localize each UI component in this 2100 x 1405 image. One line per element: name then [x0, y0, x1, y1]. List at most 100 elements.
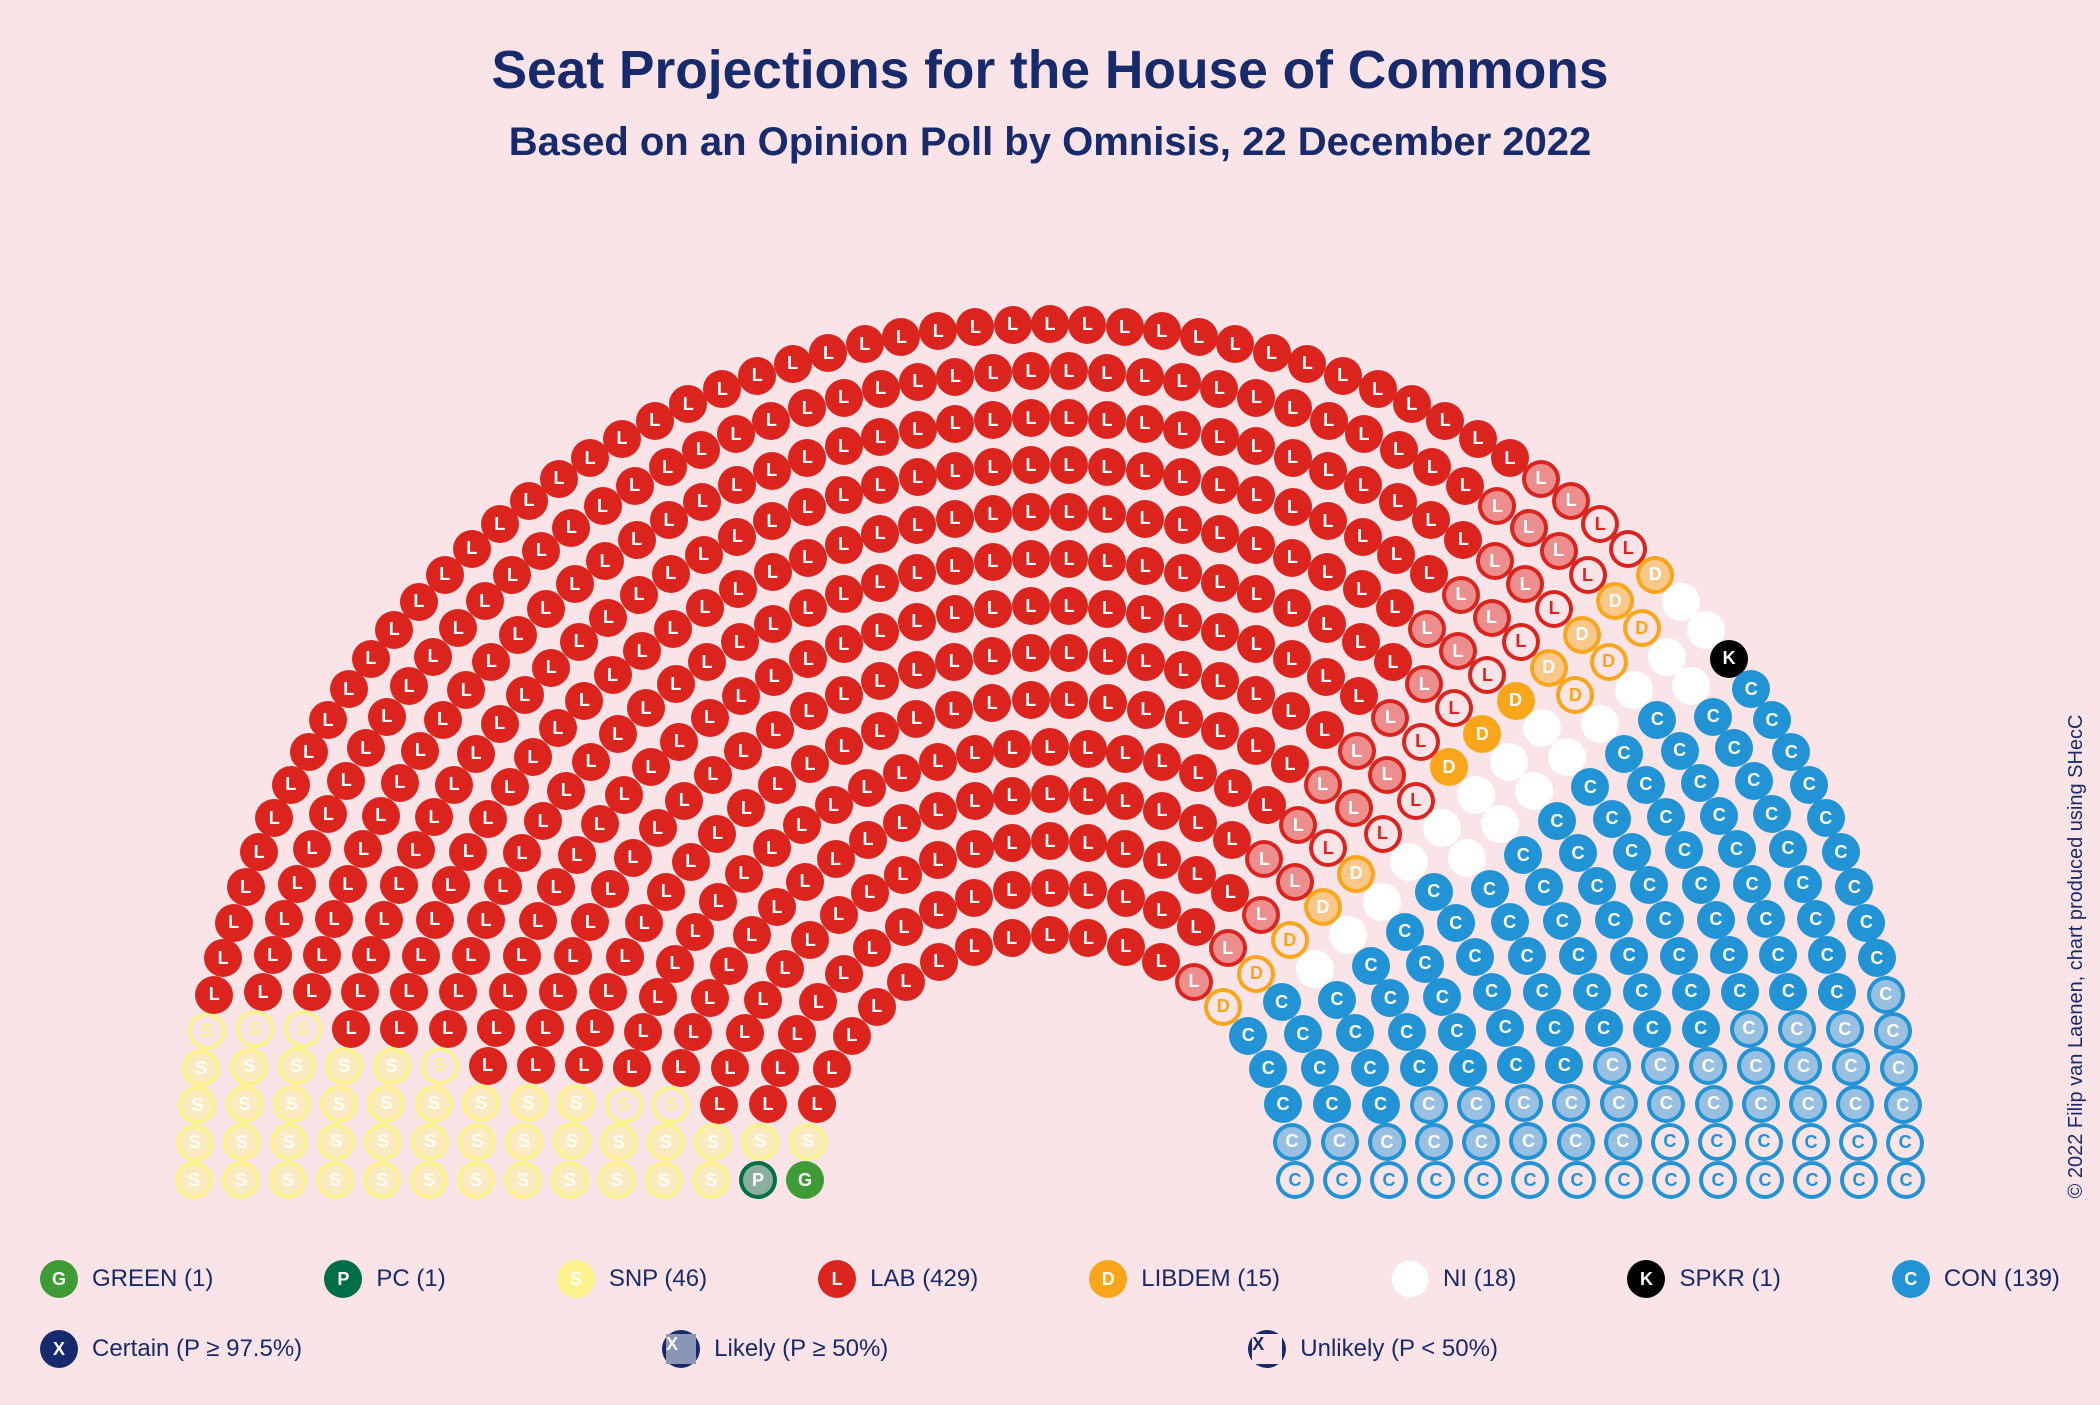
seat-lab: L: [919, 891, 957, 929]
seat-lab: L: [711, 1049, 749, 1087]
seat-lab: L: [1031, 822, 1069, 860]
seat-lab: L: [1012, 540, 1050, 578]
seat-lab: L: [613, 1049, 651, 1087]
seat-snp: S: [317, 1123, 355, 1161]
seat-lab: L: [973, 684, 1011, 722]
seat-con: C: [1505, 1084, 1543, 1122]
seat-lab: L: [415, 798, 453, 836]
seat-con: C: [1886, 1124, 1924, 1162]
seat-lab: L: [1273, 640, 1311, 678]
seat-lab: L: [195, 976, 233, 1014]
seat-snp: S: [175, 1161, 213, 1199]
seat-lab: L: [789, 539, 827, 577]
seat-lab: L: [1237, 727, 1275, 765]
seat-lab: L: [467, 901, 505, 939]
seat-lab: L: [665, 782, 703, 820]
seat-lab: L: [1106, 308, 1144, 346]
seat-con: C: [1301, 1049, 1339, 1087]
seat-lab: L: [368, 698, 406, 736]
seat-lab: L: [719, 570, 757, 608]
seat-lab: L: [686, 589, 724, 627]
seat-lab: L: [572, 743, 610, 781]
seat-lab: L: [1359, 370, 1397, 408]
seat-snp: S: [462, 1084, 500, 1122]
seat-lab: L: [851, 874, 889, 912]
seat-lab: L: [1127, 691, 1165, 729]
seat-lab: L: [1214, 769, 1252, 807]
seat-snp: S: [269, 1161, 307, 1199]
seat-lab: L: [885, 908, 923, 946]
seat-lab: L: [853, 929, 891, 967]
seat-lab: L: [862, 370, 900, 408]
seat-snp: S: [789, 1123, 827, 1161]
seat-con: C: [1867, 976, 1905, 1014]
seat-lab: L: [1164, 554, 1202, 592]
seat-lab: L: [884, 856, 922, 894]
seat-con: C: [1699, 1161, 1737, 1199]
seat-lab: L: [554, 937, 592, 975]
seat-lab: L: [503, 834, 541, 872]
seat-lab: L: [599, 715, 637, 753]
seat-lab: L: [778, 1015, 816, 1053]
legend-label: NI (18): [1443, 1265, 1516, 1293]
seat-con: C: [1681, 764, 1719, 802]
seat-lab: L: [1216, 325, 1254, 363]
seat-lab: L: [761, 1049, 799, 1087]
seat-lab: L: [1088, 495, 1126, 533]
seat-ni: [1390, 843, 1428, 881]
seat-lab: L: [662, 1049, 700, 1087]
seat-lab: L: [1274, 488, 1312, 526]
seat-lab: L: [290, 733, 328, 771]
seat-lab: L: [898, 554, 936, 592]
seat-snp: S: [273, 1085, 311, 1123]
legend-ni: NI (18): [1391, 1260, 1516, 1298]
seat-lab: L: [898, 603, 936, 641]
seat-lab: L: [1050, 540, 1088, 578]
seat-con: C: [1284, 1015, 1322, 1053]
seat-lab: L: [380, 866, 418, 904]
seat-lab: L: [974, 543, 1012, 581]
seat-lab: L: [1126, 547, 1164, 585]
seat-con: C: [1605, 1161, 1643, 1199]
seat-lab: L: [1180, 318, 1218, 356]
seat-con: C: [1730, 1010, 1768, 1048]
chart-title: Seat Projections for the House of Common…: [0, 40, 2100, 101]
seat-snp: S: [457, 1161, 495, 1199]
seat-snp: S: [557, 1084, 595, 1122]
seat-lab: L: [1164, 603, 1202, 641]
seat-lab: L: [753, 452, 791, 490]
seat-lab: L: [674, 1013, 712, 1051]
seat-lab: L: [1253, 334, 1291, 372]
seat-snp: S: [364, 1123, 402, 1161]
seat-lab: L: [639, 978, 677, 1016]
seat-con: C: [1652, 1161, 1690, 1199]
seat-con: C: [1386, 913, 1424, 951]
seat-lab: L: [993, 824, 1031, 862]
seat-snp: S: [325, 1047, 363, 1085]
seat-con: C: [1682, 1010, 1720, 1048]
seat-lab: L: [1106, 782, 1144, 820]
seat-lab: L: [1201, 515, 1239, 553]
legend-snp: SSNP (46): [557, 1260, 707, 1298]
seat-lab: L: [1031, 728, 1069, 766]
seat-green: G: [786, 1161, 824, 1199]
seat-lab: L: [682, 431, 720, 469]
seat-con: C: [1633, 1010, 1671, 1048]
seat-lab: L: [798, 1085, 836, 1123]
seat-snp: S: [741, 1123, 779, 1161]
seat-lab: L: [352, 936, 390, 974]
seat-lab: L: [1274, 389, 1312, 427]
seat-lab: L: [650, 501, 688, 539]
seat-lab: L: [1344, 466, 1382, 504]
seat-lab: L: [660, 723, 698, 761]
seat-con: C: [1808, 936, 1846, 974]
seat-lab: L: [1031, 305, 1069, 343]
seat-lab: L: [402, 937, 440, 975]
seat-lab: L: [1306, 711, 1344, 749]
seat-lab: L: [756, 711, 794, 749]
seat-lab: L: [861, 712, 899, 750]
seat-lab: L: [935, 643, 973, 681]
seat-lab: L: [1088, 401, 1126, 439]
seat-con: C: [1689, 1047, 1727, 1085]
seat-lab: L: [974, 354, 1012, 392]
